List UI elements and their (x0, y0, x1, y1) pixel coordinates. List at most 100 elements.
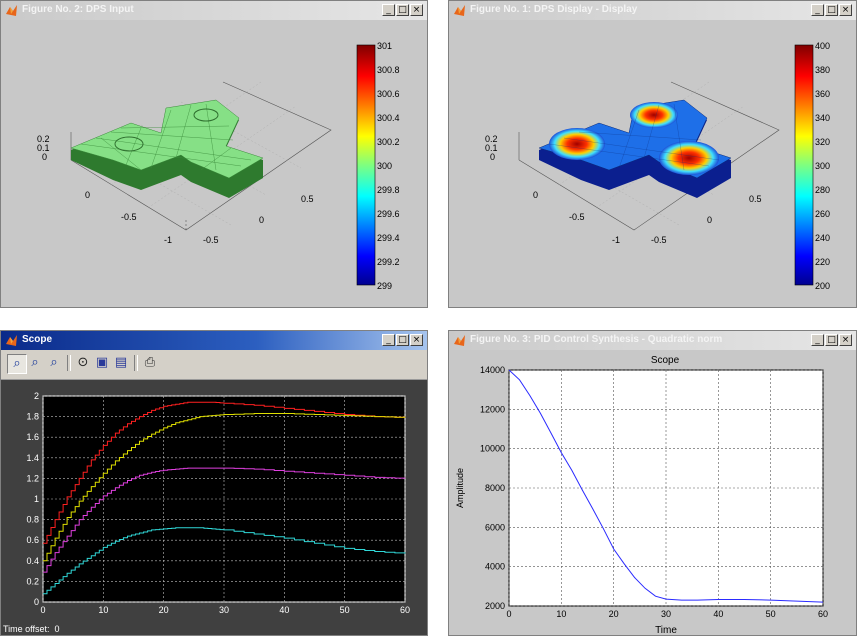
scope-plot: 0 10 20 30 40 50 60 0 0.2 0.4 0.6 0.8 1 1.2 1.4 1.6 1.8 2 (26, 391, 410, 615)
x-tick-label: 40 (279, 605, 289, 615)
close-button[interactable]: × (410, 334, 423, 346)
y-tick-label: 0.2 (26, 576, 39, 586)
close-button[interactable]: × (410, 4, 423, 16)
y-tick-label: 2000 (485, 601, 505, 611)
series-line-3 (43, 527, 406, 595)
z-tick: 0.1 (485, 143, 498, 153)
dps-input-window: Figure No. 2: DPS Input _ □ × (0, 0, 428, 308)
x-tick-label: 50 (340, 605, 350, 615)
minimize-button[interactable]: _ (382, 334, 395, 346)
x-tick-label: 50 (766, 609, 776, 619)
x-axis-label: Time (655, 625, 677, 635)
scope-window: Scope _ □ × ⌕ ⌕ ⌕ ⊙ ▣ ▤ ⎙ 0 10 20 30 40 50 60 0… (0, 330, 428, 636)
dps-input-titlebar[interactable]: Figure No. 2: DPS Input _ □ × (1, 1, 427, 20)
colorbar-tick: 299.8 (377, 185, 400, 195)
x-tick-label: 30 (219, 605, 229, 615)
maximize-button[interactable]: □ (396, 334, 409, 346)
y-tick: 0.5 (301, 194, 314, 204)
dps-display-titlebar[interactable]: Figure No. 1: DPS Display - Display _ □ … (449, 1, 856, 20)
chart-title: Scope (651, 355, 680, 366)
colorbar-tick: 220 (815, 257, 830, 267)
zoom-icon[interactable]: ⌕ (7, 354, 27, 374)
binoculars-icon[interactable]: ⊙ (77, 355, 89, 370)
y-tick: -0.5 (651, 235, 667, 245)
y-tick-label: 4000 (485, 562, 505, 572)
colorbar-tick: 400 (815, 41, 830, 51)
colorbar-tick: 300.8 (377, 65, 400, 75)
colorbar-tick: 299.4 (377, 233, 400, 243)
series-line-0 (43, 401, 406, 544)
x-tick-label: 60 (400, 605, 410, 615)
x-tick-label: 30 (661, 609, 671, 619)
simulink-icon (6, 335, 17, 346)
y-tick: -0.5 (203, 235, 219, 245)
y-tick-label: 1 (34, 494, 39, 504)
y-tick-label: 1.6 (26, 432, 39, 442)
scope-titlebar[interactable]: Scope _ □ × (1, 331, 427, 350)
y-tick-label: 0 (34, 597, 39, 607)
x-tick-label: 40 (713, 609, 723, 619)
close-button[interactable]: × (839, 334, 852, 346)
matlab-icon (6, 5, 17, 16)
x-tick-label: 20 (159, 605, 169, 615)
colorbar-tick: 299.6 (377, 209, 400, 219)
save-axes-icon[interactable]: ▣ (95, 355, 109, 370)
y-tick: 0.5 (749, 194, 762, 204)
dps-display-plot: 0.2 0.1 0 0 -0.5 -1 0.5 0 -0.5 400 380 3… (485, 41, 830, 291)
minimize-button[interactable]: _ (811, 4, 824, 16)
minimize-button[interactable]: _ (382, 4, 395, 16)
y-tick-label: 12000 (480, 404, 505, 414)
dps-input-plot: 0.2 0.1 0 0 -0.5 -1 0.5 0 -0.5 301 300.8… (37, 41, 400, 291)
colorbar-tick: 240 (815, 233, 830, 243)
minimize-button[interactable]: _ (811, 334, 824, 346)
z-tick: 0 (42, 152, 47, 162)
y-tick-label: 2 (34, 391, 39, 401)
colorbar (794, 44, 814, 286)
time-offset-text: Time offset: (3, 624, 50, 634)
y-tick: 0 (259, 215, 264, 225)
x-tick-label: 60 (818, 609, 828, 619)
colorbar-tick: 299 (377, 281, 392, 291)
z-tick: 0.2 (485, 134, 498, 144)
colorbar-tick: 360 (815, 89, 830, 99)
maximize-button[interactable]: □ (825, 334, 838, 346)
colorbar-tick: 340 (815, 113, 830, 123)
print-icon[interactable]: ⎙ (144, 355, 156, 370)
y-tick-label: 6000 (485, 522, 505, 532)
series-line-2 (43, 467, 406, 573)
colorbar-ticks: 400 380 360 340 320 300 280 260 240 220 … (815, 41, 830, 291)
zoom-x-icon[interactable]: ⌕ (31, 355, 39, 370)
colorbar-tick: 299.2 (377, 257, 400, 267)
close-button[interactable]: × (839, 4, 852, 16)
colorbar-tick: 380 (815, 65, 830, 75)
x-tick: -1 (612, 235, 620, 245)
maximize-button[interactable]: □ (396, 4, 409, 16)
colorbar-tick: 301 (377, 41, 392, 51)
colorbar-tick: 320 (815, 137, 830, 147)
colorbar-tick: 300.4 (377, 113, 400, 123)
y-tick: 0 (707, 215, 712, 225)
colorbar-tick: 280 (815, 185, 830, 195)
matlab-icon (454, 335, 465, 346)
pid-titlebar[interactable]: Figure No. 3: PID Control Synthesis - Qu… (449, 331, 856, 350)
maximize-button[interactable]: □ (825, 4, 838, 16)
window-title: Figure No. 3: PID Control Synthesis - Qu… (470, 334, 723, 345)
y-tick-label: 10000 (480, 444, 505, 454)
x-tick-label: 0 (40, 605, 45, 615)
time-offset-label: Time offset: 0 (3, 624, 60, 634)
x-tick: 0 (533, 190, 538, 200)
surface-mesh (70, 99, 264, 198)
colorbar (356, 44, 376, 286)
pid-plot: Scope 0 10 20 30 40 50 60 2000 4000 6000 8000 10000 1… (455, 355, 828, 635)
params-icon[interactable]: ▤ (114, 355, 128, 370)
colorbar-tick: 300.2 (377, 137, 400, 147)
zoom-y-icon[interactable]: ⌕ (50, 355, 58, 370)
toolbar-separator (134, 355, 138, 371)
y-axis-label: Amplitude (455, 468, 465, 508)
y-tick-label: 8000 (485, 483, 505, 493)
z-tick: 0.1 (37, 143, 50, 153)
window-title: Figure No. 1: DPS Display - Display (470, 4, 638, 15)
x-tick-label: 10 (556, 609, 566, 619)
time-offset-value: 0 (54, 624, 60, 634)
series-line-1 (43, 413, 406, 562)
